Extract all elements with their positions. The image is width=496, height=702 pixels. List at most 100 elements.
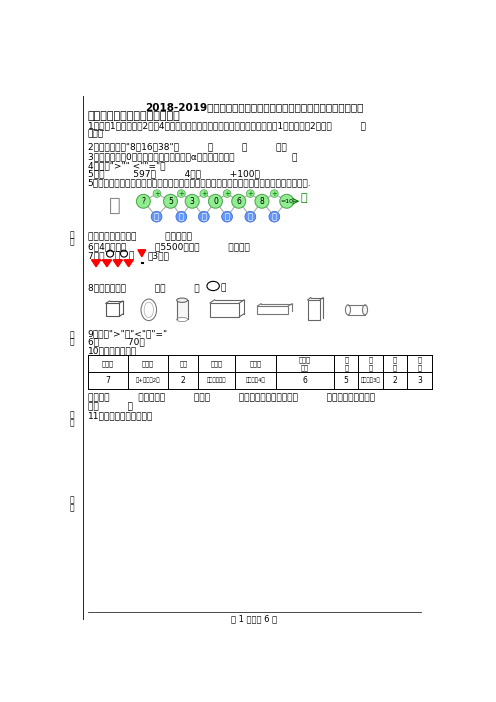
Text: 十
位: 十 位 (393, 357, 397, 371)
Circle shape (185, 194, 199, 208)
Text: －: － (225, 212, 230, 221)
Text: 3．三个连续非0自然数中最大的一个数为α，最小的一个是                    ．: 3．三个连续非0自然数中最大的一个数为α，最小的一个是 ． (88, 152, 297, 161)
Text: 兔: 兔 (109, 197, 121, 216)
Text: 数是          。: 数是 。 (88, 402, 132, 411)
Text: 0: 0 (213, 197, 218, 206)
Circle shape (153, 190, 161, 197)
Circle shape (136, 194, 150, 208)
Polygon shape (102, 260, 112, 267)
Text: 级: 级 (70, 418, 74, 428)
Text: 8．从左边起第          个是          。: 8．从左边起第 个是 。 (88, 283, 199, 292)
Text: 6．4个一千是          ；5500里面有          个一千，: 6．4个一千是 ；5500里面有 个一千， (88, 242, 249, 251)
Text: +: + (179, 190, 185, 197)
Polygon shape (138, 250, 146, 257)
Text: 1．二（1）班给二（2）班4张椅子后，两个班的椅子数一样多了，原来二（1）班比二（2）班多          张: 1．二（1）班给二（2）班4张椅子后，两个班的椅子数一样多了，原来二（1）班比二… (88, 121, 366, 130)
Text: 11．看图写数并读出来．: 11．看图写数并读出来． (88, 411, 153, 420)
Text: 这个数是          位数，写作          ，读作          ，省略万位后面的尾数是          ，以亿为单位的近似: 这个数是 位数，写作 ，读作 ，省略万位后面的尾数是 ，以亿为单位的近似 (88, 394, 374, 403)
Ellipse shape (177, 298, 187, 303)
Text: 2: 2 (393, 376, 397, 385)
Text: 6: 6 (303, 376, 307, 385)
Text: 千
位: 千 位 (344, 357, 348, 371)
Text: 5: 5 (168, 197, 173, 206)
Circle shape (208, 194, 222, 208)
Text: 一、想一想，填一填（填空题）: 一、想一想，填一填（填空题） (88, 111, 181, 121)
Text: 多3个。: 多3个。 (147, 251, 169, 260)
Text: 2．电子表上的"8：16：38"是          时          分          秒．: 2．电子表上的"8：16：38"是 时 分 秒． (88, 143, 286, 152)
Text: 个
位: 个 位 (418, 357, 422, 371)
Text: 十万位
万位: 十万位 万位 (299, 357, 311, 371)
Text: 5．小白兔怎样走可以吃到萝卜．你能帮它找到吃萝卜的路吗？把找到的路涂上你喜欢的颜色.: 5．小白兔怎样走可以吃到萝卜．你能帮它找到吃萝卜的路吗？把找到的路涂上你喜欢的颜… (88, 178, 311, 187)
Text: 千万位: 千万位 (211, 360, 223, 367)
Text: 比: 比 (128, 251, 137, 260)
Text: 小白兔吃到萝卜共有          条路可以走: 小白兔吃到萝卜共有 条路可以走 (88, 232, 191, 241)
Text: 菜: 菜 (301, 193, 307, 203)
Circle shape (232, 194, 246, 208)
Text: －: － (272, 212, 277, 221)
Text: 分: 分 (70, 230, 74, 239)
Text: 是十位的一半: 是十位的一半 (207, 378, 226, 383)
Text: 7: 7 (105, 376, 110, 385)
Circle shape (164, 194, 178, 208)
Polygon shape (124, 260, 133, 267)
Text: 百
位: 百 位 (369, 357, 372, 371)
Bar (177, 300, 187, 319)
Text: 是亿位的4倍: 是亿位的4倍 (246, 378, 265, 383)
Text: 5: 5 (344, 376, 349, 385)
Text: +: + (154, 190, 160, 197)
Text: 8: 8 (259, 197, 264, 206)
Circle shape (280, 194, 294, 208)
Text: 名: 名 (70, 338, 74, 347)
Text: +: + (224, 190, 230, 197)
Polygon shape (113, 260, 123, 267)
Circle shape (176, 211, 187, 222)
Text: 数: 数 (70, 237, 74, 246)
Text: 十亿位: 十亿位 (142, 360, 154, 367)
Text: 是+十位的2倍: 是+十位的2倍 (136, 378, 160, 383)
Text: ，: ， (115, 251, 120, 260)
Circle shape (151, 211, 162, 222)
Circle shape (255, 194, 269, 208)
Circle shape (269, 211, 280, 222)
Circle shape (200, 190, 208, 197)
Text: 椅子。: 椅子。 (88, 130, 104, 139)
Text: 2: 2 (181, 376, 186, 385)
Text: －: － (154, 212, 159, 221)
Text: 姓: 姓 (70, 330, 74, 339)
Text: 第 1 页，共 6 页: 第 1 页，共 6 页 (231, 615, 277, 624)
Text: +: + (248, 190, 253, 197)
Text: 百亿位: 百亿位 (102, 360, 114, 367)
Circle shape (178, 190, 185, 197)
Circle shape (223, 190, 231, 197)
Text: －: － (248, 212, 253, 221)
Circle shape (198, 211, 209, 222)
Text: 9．填上">"、"<"或"=": 9．填上">"、"<"或"=" (88, 329, 168, 338)
Text: －: － (201, 212, 206, 221)
Circle shape (247, 190, 254, 197)
Polygon shape (91, 260, 101, 267)
Text: +: + (201, 190, 207, 197)
Text: 亿位: 亿位 (179, 360, 187, 367)
Circle shape (270, 190, 278, 197)
Text: 百万位: 百万位 (249, 360, 261, 367)
Circle shape (222, 211, 233, 222)
Ellipse shape (363, 305, 368, 315)
Text: 2018-2019年嘉兴南湖国际实验学校一年级上册数学模拟月考无答案: 2018-2019年嘉兴南湖国际实验学校一年级上册数学模拟月考无答案 (145, 102, 364, 112)
Text: －: － (179, 212, 184, 221)
Text: 6分          70秒: 6分 70秒 (88, 338, 144, 347)
Text: 4．填上">"" <""="．: 4．填上">"" <""="． (88, 161, 165, 171)
Text: 3: 3 (417, 376, 422, 385)
Text: +: + (271, 190, 277, 197)
Text: ?: ? (141, 197, 145, 206)
Text: 班: 班 (70, 411, 74, 420)
Text: 6: 6 (236, 197, 241, 206)
Text: 是个位的3倍: 是个位的3倍 (361, 378, 380, 383)
Text: 。: 。 (221, 283, 226, 292)
Text: 3: 3 (190, 197, 194, 206)
Text: 7．面: 7．面 (88, 251, 107, 260)
Circle shape (245, 211, 256, 222)
Text: 号: 号 (70, 503, 74, 512)
Text: 5千米          597米          4千米          +100米: 5千米 597米 4千米 +100米 (88, 170, 259, 179)
Text: =10: =10 (280, 199, 293, 204)
Text: 10．根据信息填空: 10．根据信息填空 (88, 346, 137, 355)
Text: 题: 题 (70, 496, 74, 505)
